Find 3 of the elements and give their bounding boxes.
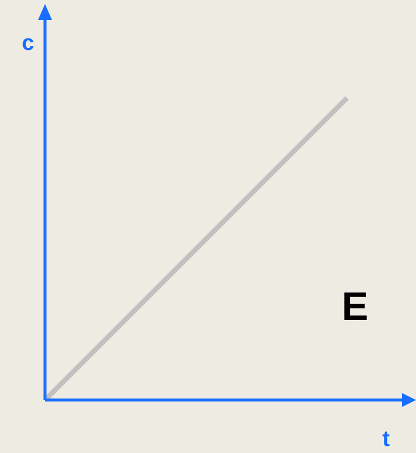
x-axis-title: t: [382, 426, 390, 451]
y-axis-title: c: [22, 30, 34, 55]
annotation: E: [342, 285, 368, 329]
